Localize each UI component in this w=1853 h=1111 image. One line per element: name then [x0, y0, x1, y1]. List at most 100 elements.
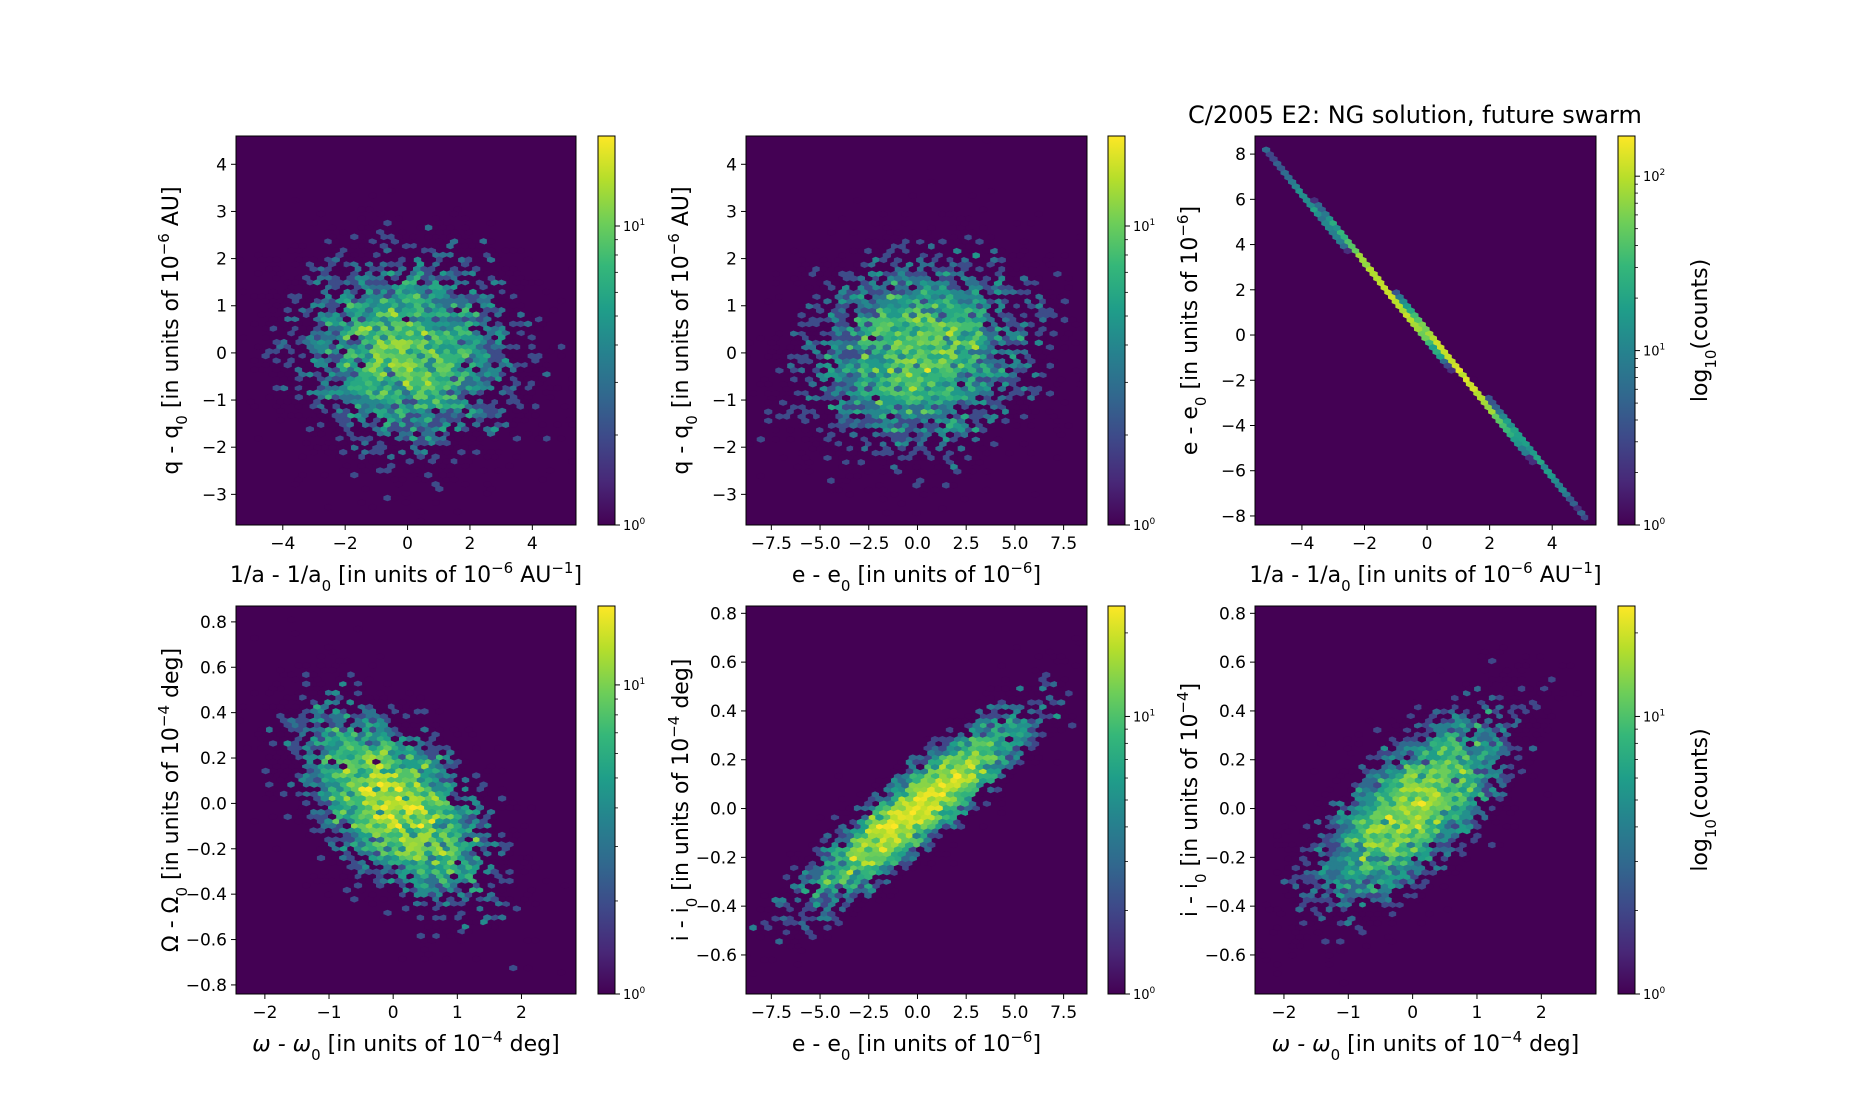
- hexbin-cell: [871, 440, 880, 448]
- hexbin-cell: [379, 767, 388, 775]
- hexbin-cell: [331, 836, 340, 843]
- hexbin-cell: [276, 416, 285, 424]
- hexbin-cell: [390, 311, 399, 318]
- hexbin-cell: [394, 334, 403, 341]
- hexbin-cell: [960, 330, 969, 337]
- hexbin-cell: [801, 380, 810, 388]
- hexbin-cell: [760, 376, 769, 383]
- y-tick-label: 8: [1235, 145, 1246, 165]
- hexbin-cell: [435, 863, 444, 871]
- hexbin-cell: [409, 242, 418, 250]
- hexbin-cell: [893, 809, 903, 817]
- hexbin-cell: [479, 393, 488, 401]
- hexbin-cell: [871, 837, 880, 844]
- hexbin-cell: [320, 740, 329, 747]
- hexbin-cell: [1049, 413, 1058, 420]
- hexbin-cell: [498, 877, 507, 885]
- hexbin-cell: [875, 307, 884, 314]
- hexbin-cell: [320, 279, 329, 286]
- hexbin-cell: [990, 745, 999, 752]
- hexbin-cell: [405, 882, 414, 889]
- hexbin-cell: [853, 325, 862, 333]
- hexbin-cell: [923, 247, 932, 255]
- hexbin-cell: [968, 745, 977, 752]
- hexbin-cell: [982, 357, 991, 365]
- hexbin-cell: [979, 399, 988, 406]
- hexbin-cell: [435, 412, 444, 419]
- hexbin-cell: [261, 795, 270, 802]
- hexbin-cell: [294, 808, 303, 816]
- hexbin-cell: [875, 482, 884, 489]
- hexbin-cell: [934, 436, 943, 443]
- hexbin-cell: [1019, 339, 1029, 347]
- hexbin-cell: [797, 330, 806, 337]
- hexbin-cell: [979, 445, 988, 452]
- hexbin-cell: [956, 243, 966, 250]
- hexbin-cell: [328, 343, 337, 351]
- hexbin-cell: [331, 265, 340, 273]
- hexbin-cell: [860, 887, 869, 895]
- hexbin-cell: [1373, 275, 1382, 282]
- hexbin-cell: [313, 279, 322, 286]
- hexbin-cell: [420, 909, 429, 917]
- hexbin-cell: [331, 293, 340, 300]
- hexbin-cell: [856, 883, 865, 890]
- hexbin-cell: [953, 339, 962, 347]
- hexbin-cell: [339, 763, 348, 770]
- hexbin-cell: [919, 417, 928, 425]
- hexbin-cell: [272, 384, 281, 392]
- hexbin-cell: [982, 736, 991, 743]
- hexbin-cell: [449, 790, 459, 798]
- hexbin-cell: [875, 371, 884, 379]
- hexbin-cell: [449, 863, 459, 871]
- hexbin-cell: [842, 477, 851, 484]
- hexbin-cell: [864, 394, 873, 402]
- hexbin-cell: [287, 616, 296, 623]
- hexbin-cell: [479, 836, 488, 843]
- hexbin-cell: [934, 408, 943, 416]
- hexbin-cell: [960, 284, 969, 291]
- hexbin-cell: [1016, 325, 1025, 333]
- hexbin-cell: [953, 348, 962, 356]
- hexbin-cell: [875, 334, 884, 342]
- hexbin-cell: [997, 699, 1006, 706]
- hexbin-cell: [420, 430, 429, 438]
- hexbin-cell: [368, 320, 377, 328]
- hexbin-cell: [435, 744, 444, 752]
- hexbin-cell: [387, 749, 396, 756]
- hexbin-cell: [394, 822, 403, 830]
- hexbin-cell: [886, 311, 895, 319]
- hexbin-cell: [379, 740, 388, 747]
- hexbin-cell: [350, 786, 359, 793]
- hexbin-cell: [804, 855, 814, 863]
- hexbin-cell: [361, 338, 370, 346]
- hexbin-cell: [834, 302, 843, 310]
- hexbin-cell: [871, 266, 880, 273]
- hexbin-cell: [942, 307, 951, 314]
- hexbin-cell: [398, 808, 407, 816]
- hexbin-cell: [531, 311, 540, 318]
- hexbin-cell: [890, 344, 899, 351]
- hexbin-cell: [938, 754, 947, 761]
- hexbin-cell: [1328, 220, 1337, 227]
- hexbin-cell: [1019, 321, 1029, 328]
- hexbin-cell: [886, 883, 895, 890]
- hexbin-cell: [420, 836, 429, 843]
- hexbin-cell: [856, 339, 865, 347]
- hexbin-cell: [1034, 339, 1043, 347]
- hexbin-cell: [827, 284, 836, 291]
- hexbin-cell: [416, 813, 425, 821]
- hexbin-cell: [1384, 289, 1393, 296]
- hexbin-cell: [409, 297, 418, 305]
- hexbin-cell: [486, 827, 496, 834]
- hexbin-cell: [993, 713, 1003, 720]
- hexbin-cell: [864, 431, 873, 439]
- hexbin-cell: [486, 274, 496, 282]
- hexbin-cell: [446, 224, 455, 231]
- hexbin-cell: [886, 284, 895, 291]
- hexbin-cell: [812, 413, 821, 420]
- hexbin-cell: [390, 781, 399, 788]
- hexbin-cell: [457, 366, 466, 373]
- hexbin-cell: [350, 371, 359, 378]
- hexbin-cell: [827, 275, 836, 282]
